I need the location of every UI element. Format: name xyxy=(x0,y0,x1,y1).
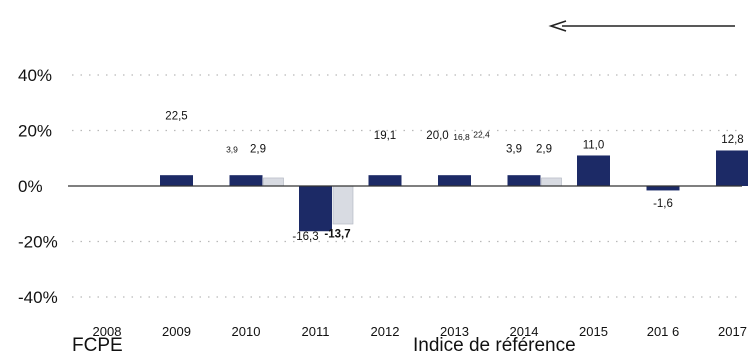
y-tick-label: -40% xyxy=(18,288,58,307)
data-label: 22,4 xyxy=(473,129,490,139)
data-label: 12,8 xyxy=(721,134,743,146)
x-tick-label: 2014 xyxy=(510,324,539,339)
y-tick-label: -20% xyxy=(18,233,58,252)
data-label: 3,9 xyxy=(226,145,238,155)
fcpe-bar xyxy=(368,175,402,186)
y-axis: 40% 20% 0% -20% -40% xyxy=(18,66,58,307)
data-labels: 22,5 3,9 2,9 -16,3 -13,7 19,1 20,0 16,8 22,4 3,9 2… xyxy=(165,110,743,243)
fcpe-bar xyxy=(646,186,680,191)
data-label: 19,1 xyxy=(374,130,396,142)
data-label: 22,5 xyxy=(165,110,187,122)
x-tick-label: 2008 xyxy=(93,324,122,339)
arrow-left-icon xyxy=(548,20,735,32)
legend-benchmark-label: Indice de référence xyxy=(413,335,576,356)
legend-fund: FCPE xyxy=(72,336,123,356)
data-label: 2,9 xyxy=(536,144,552,156)
fcpe-bar xyxy=(438,175,471,186)
fcpe-bar xyxy=(229,175,263,186)
y-tick-label: 20% xyxy=(18,122,52,141)
data-label: -1,6 xyxy=(653,198,673,210)
legend-fund-label: FCPE xyxy=(72,335,123,356)
x-tick-label: 2017 xyxy=(718,324,747,339)
x-tick-label: 2012 xyxy=(371,324,400,339)
y-tick-label: 40% xyxy=(18,66,52,85)
legend-benchmark: Indice de référence xyxy=(413,336,576,356)
bars xyxy=(160,150,748,232)
x-tick-label: 2009 xyxy=(162,324,191,339)
x-tick-label: 2015 xyxy=(579,324,608,339)
x-tick-label: 201 6 xyxy=(647,324,680,339)
data-label: 16,8 xyxy=(453,132,470,142)
benchmark-bar xyxy=(263,177,284,187)
benchmark-bar xyxy=(541,177,562,187)
data-label: -13,7 xyxy=(324,228,350,240)
x-tick-label: 2013 xyxy=(440,324,469,339)
fcpe-bar xyxy=(577,155,610,186)
benchmark-bar xyxy=(332,185,354,225)
fcpe-bar xyxy=(160,175,193,186)
fcpe-bar xyxy=(716,150,748,186)
data-label: 20,0 xyxy=(426,130,448,142)
x-tick-label: 2010 xyxy=(232,324,261,339)
data-label: 2,9 xyxy=(250,144,266,156)
data-label: 3,9 xyxy=(506,144,522,156)
data-label: 11,0 xyxy=(583,140,605,152)
data-label: -16,3 xyxy=(292,231,318,243)
fcpe-bar xyxy=(507,175,541,186)
y-tick-label: 0% xyxy=(18,177,43,196)
fcpe-bar xyxy=(299,186,332,232)
x-tick-label: 2011 xyxy=(302,324,330,339)
grid-lines xyxy=(72,74,742,298)
x-axis: 2008 2009 2010 2011 2012 2013 2014 2015 201 6 201… xyxy=(93,324,747,339)
